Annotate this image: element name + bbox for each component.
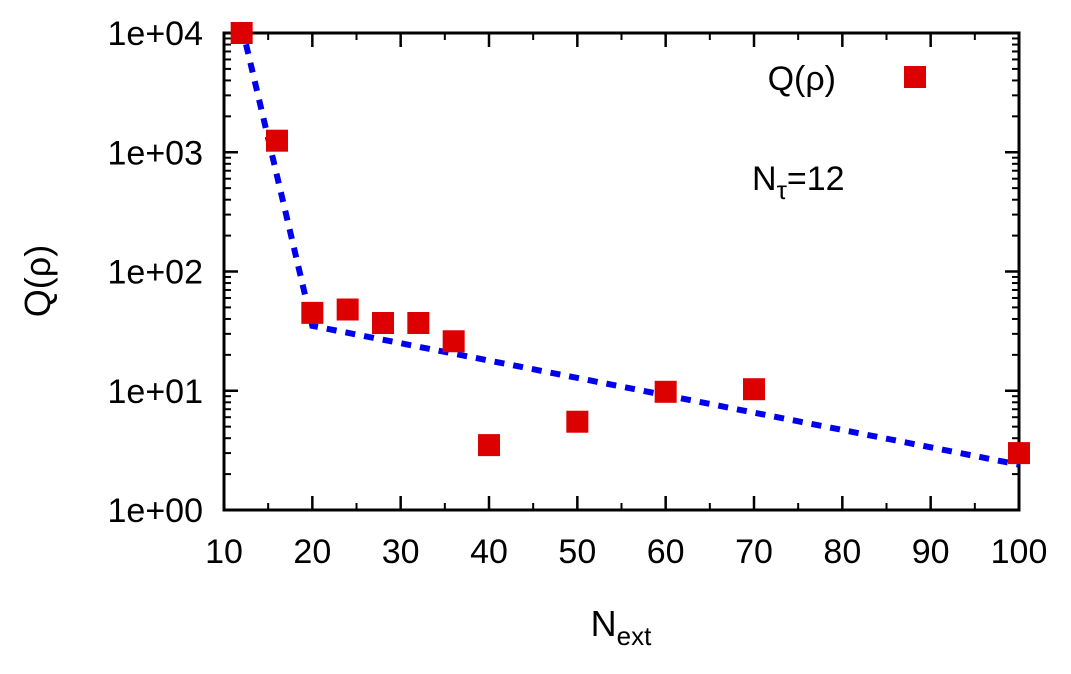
data-point — [442, 330, 465, 353]
y-tick-label: 1e+00 — [108, 492, 204, 530]
x-tick-label: 50 — [558, 533, 596, 571]
x-tick-label: 10 — [205, 533, 243, 571]
x-tick-label: 40 — [470, 533, 508, 571]
data-point — [230, 22, 253, 44]
x-tick-label: 20 — [293, 533, 331, 571]
data-point — [407, 311, 430, 334]
y-axis-title: Q(ρ) — [17, 245, 58, 317]
x-tick-label: 70 — [735, 533, 773, 571]
fit-line — [238, 25, 1020, 468]
annotation-n-tau: Nτ=12 — [752, 160, 845, 205]
y-tick-label: 1e+02 — [108, 254, 204, 292]
ticks-layer — [222, 31, 1021, 512]
x-tick-label: 60 — [647, 533, 685, 571]
data-point — [654, 380, 677, 403]
plot-frame — [222, 31, 1021, 512]
data-point — [1008, 442, 1030, 465]
x-tick-label: 100 — [991, 533, 1048, 571]
data-point — [372, 311, 394, 334]
y-tick-label: 1e+04 — [108, 15, 204, 53]
x-tick-label: 30 — [382, 533, 420, 571]
plot-frame-layer — [222, 31, 1021, 512]
y-tick-label: 1e+03 — [108, 134, 204, 172]
legend-marker — [904, 66, 926, 88]
data-point — [266, 129, 288, 152]
labels-layer: 10 20 30 40 50 60 70 80 90 100 1e+00 1e+01 1e+02 1e+0… — [108, 15, 1048, 571]
series-layer — [230, 22, 1030, 468]
data-point — [478, 434, 500, 457]
data-point — [566, 410, 589, 433]
data-point — [336, 298, 359, 321]
x-tick-label: 90 — [912, 533, 950, 571]
legend-label: Q(ρ) — [768, 60, 836, 98]
y-tick-label: 1e+01 — [108, 373, 204, 411]
data-point — [743, 378, 765, 401]
x-tick-label: 80 — [823, 533, 861, 571]
x-axis-title: Next — [591, 603, 652, 651]
data-point — [301, 301, 324, 324]
